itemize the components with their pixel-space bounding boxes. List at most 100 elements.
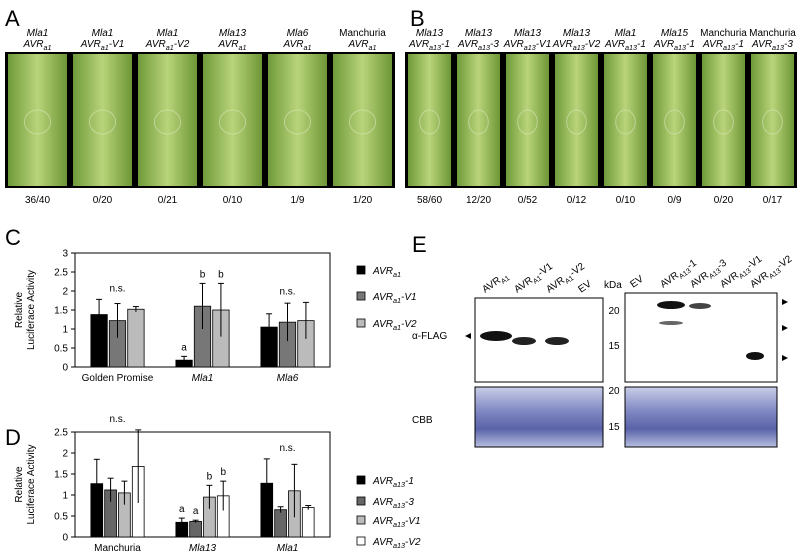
marker-label: 20 (608, 306, 620, 317)
legend-swatch (356, 515, 366, 525)
host-label: Manchuria (749, 28, 796, 39)
legend-swatch (356, 536, 366, 546)
lesion (349, 109, 376, 135)
avr-label: AVRa13-V2 (552, 39, 601, 52)
y-axis-label: Relative (14, 292, 25, 329)
leaf-photo (268, 54, 327, 186)
score-label: 12/20 (466, 195, 491, 206)
avr-label: AVRa1 (347, 39, 376, 52)
panel-letter: B (410, 6, 425, 31)
y-tick-label: 2.5 (54, 428, 68, 439)
host-label: Mla1 (615, 28, 637, 39)
significance-letter: a (181, 342, 187, 353)
leaf-photo (751, 54, 794, 186)
host-label: Mla15 (661, 28, 689, 39)
y-tick-label: 0 (62, 533, 68, 544)
band (512, 337, 536, 345)
lesion (284, 109, 311, 135)
band (659, 321, 683, 325)
panel-letter: D (5, 425, 21, 450)
avr-label: AVRa13-V1 (503, 39, 552, 52)
significance-letter: b (207, 471, 213, 482)
significance-letter: b (218, 269, 224, 280)
arrowhead (782, 299, 788, 305)
antibody-label: α-FLAG (412, 331, 447, 342)
band (689, 303, 711, 309)
score-label: 58/60 (417, 195, 442, 206)
legend-label: AVRa13-V2 (372, 537, 421, 550)
avr-label: AVRa1 (282, 39, 311, 52)
significance-label: n.s. (109, 283, 125, 294)
cbb-gel (624, 386, 778, 448)
arrowhead (782, 355, 788, 361)
y-tick-label: 0.5 (54, 512, 68, 523)
score-label: 0/9 (668, 195, 682, 206)
lesion (517, 109, 538, 135)
lesion (615, 109, 636, 135)
cbb-gel (474, 386, 604, 448)
host-label: Mla13 (563, 28, 591, 39)
host-label: Mla6 (287, 28, 309, 39)
x-tick-label: Mla13 (189, 543, 217, 554)
score-label: 1/9 (291, 195, 305, 206)
avr-label: AVRa1 (217, 39, 246, 52)
bar (127, 308, 145, 368)
marker-label: 20 (608, 386, 620, 397)
stain-label: CBB (412, 415, 433, 426)
legend-label: AVRa1 (372, 266, 401, 279)
y-tick-label: 1 (62, 325, 68, 336)
leaf-photo (333, 54, 392, 186)
avr-label: AVRa13-1 (653, 39, 695, 52)
photo-background (5, 52, 395, 188)
leaf-photo (203, 54, 262, 186)
score-label: 1/20 (353, 195, 373, 206)
y-tick-label: 2 (62, 449, 68, 460)
host-label: Mla13 (219, 28, 247, 39)
band (545, 337, 569, 345)
legend-label: AVRa13-3 (372, 497, 414, 510)
legend-swatch (356, 475, 366, 485)
leaf-photo (604, 54, 647, 186)
host-label: Manchuria (700, 28, 747, 39)
y-axis-label: Luciferace Activity (26, 270, 37, 350)
legend-label: AVRa1-V2 (372, 319, 417, 332)
avr-label: AVRa1 (22, 39, 51, 52)
significance-letter: b (220, 467, 226, 478)
panel-letter: E (412, 232, 427, 257)
y-tick-label: 0.5 (54, 344, 68, 355)
score-label: 0/20 (93, 195, 113, 206)
score-label: 0/17 (763, 195, 783, 206)
lesion (24, 109, 51, 135)
leaf-photo (73, 54, 132, 186)
y-tick-label: 1.5 (54, 306, 68, 317)
panel-letter: A (5, 6, 20, 31)
score-label: 36/40 (25, 195, 50, 206)
significance-letter: a (179, 504, 185, 515)
arrowhead (465, 333, 471, 339)
legend-swatch (356, 291, 366, 301)
significance-label: n.s. (279, 443, 295, 454)
leaf-photo (702, 54, 745, 186)
score-label: 0/20 (714, 195, 734, 206)
leaf-photo (408, 54, 451, 186)
lesion (664, 109, 685, 135)
leaf-photo (506, 54, 549, 186)
legend-swatch (356, 318, 366, 328)
leaf-photo (138, 54, 197, 186)
lane-label: EV (628, 274, 646, 291)
kda-label: kDa (604, 280, 622, 291)
host-label: Mla1 (157, 28, 179, 39)
host-label: Manchuria (339, 28, 386, 39)
lane-label: EV (576, 279, 594, 296)
bar (189, 521, 202, 538)
leaf-photo (8, 54, 67, 186)
host-label: Mla1 (92, 28, 114, 39)
avr-label: AVRa1-V2 (145, 39, 190, 52)
x-tick-label: Golden Promise (82, 373, 154, 384)
x-tick-label: Mla1 (277, 543, 299, 554)
bar (301, 507, 315, 538)
significance-letter: a (193, 506, 199, 517)
x-tick-label: Manchuria (94, 543, 141, 554)
marker-label: 15 (608, 422, 620, 433)
